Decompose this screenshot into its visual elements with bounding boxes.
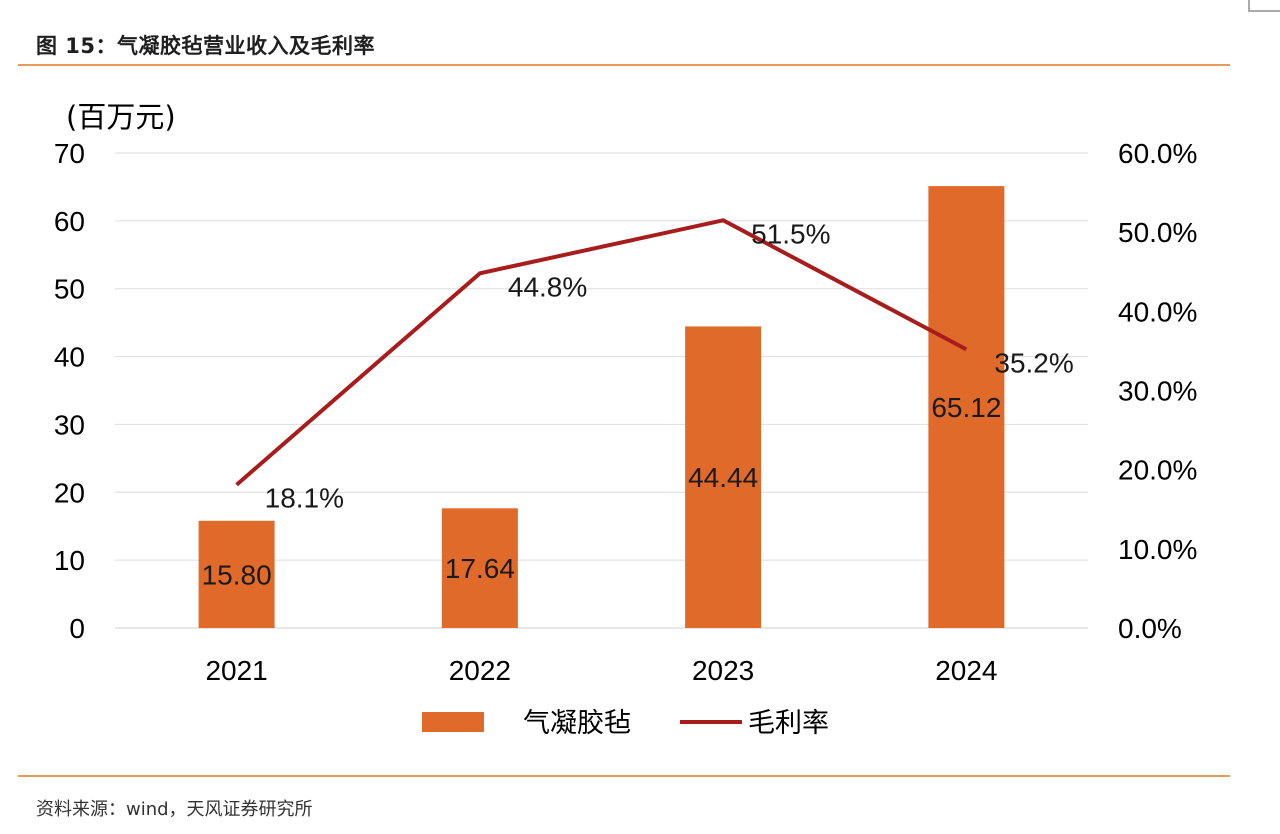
- bar: [928, 186, 1005, 628]
- y2-tick-label: 30.0%: [1118, 376, 1197, 407]
- x-axis: 2021 2022 2023 2024: [205, 655, 997, 686]
- line-value-label: 51.5%: [751, 218, 830, 249]
- x-tick-label: 2023: [692, 655, 754, 686]
- figure-title: 图 15：气凝胶毡营业收入及毛利率: [36, 34, 376, 58]
- bar-value-label: 15.80: [202, 559, 272, 590]
- bar-series: [198, 186, 1005, 628]
- bar: [685, 326, 762, 628]
- y2-tick-label: 0.0%: [1118, 613, 1182, 644]
- legend: 气凝胶毡 毛利率: [422, 708, 829, 739]
- line-value-label: 44.8%: [508, 271, 587, 302]
- line-value-label: 35.2%: [994, 347, 1073, 378]
- bar-value-label: 17.64: [445, 553, 515, 584]
- x-tick-label: 2022: [449, 655, 511, 686]
- y2-tick-label: 60.0%: [1118, 138, 1197, 169]
- line-value-label: 18.1%: [265, 483, 344, 514]
- y-tick-label: 10: [54, 545, 85, 576]
- source-note: 资料来源：wind，天风证券研究所: [36, 799, 313, 820]
- y-tick-label: 30: [54, 409, 85, 440]
- y-axis-left: 0 10 20 30 40 50 60 70 (百万元): [54, 100, 176, 644]
- y2-tick-label: 20.0%: [1118, 455, 1197, 486]
- bar-value-label: 65.12: [931, 392, 1001, 423]
- source-divider: [18, 775, 1230, 777]
- gridlines: [115, 152, 1088, 629]
- y-axis-unit-label: (百万元): [66, 100, 176, 134]
- y2-tick-label: 10.0%: [1118, 534, 1197, 565]
- line-series: [235, 218, 968, 487]
- legend-swatch-bar: [422, 712, 484, 732]
- y-tick-label: 0: [69, 613, 85, 644]
- line-path: [235, 218, 968, 487]
- bar: [198, 520, 275, 628]
- y-tick-label: 40: [54, 342, 85, 373]
- x-tick-label: 2021: [205, 655, 267, 686]
- y-tick-label: 70: [54, 138, 85, 169]
- corner-mark: [1248, 0, 1280, 12]
- bar-value-label: 44.44: [688, 462, 758, 493]
- y-tick-label: 50: [54, 274, 85, 305]
- legend-label-bar: 气凝胶毡: [523, 708, 631, 739]
- y2-tick-label: 50.0%: [1118, 217, 1197, 248]
- data-labels: 15.80 17.64 44.44 65.12 18.1% 44.8% 51.5% 35.2%: [202, 218, 1074, 590]
- x-tick-label: 2024: [935, 655, 997, 686]
- y-tick-label: 60: [54, 206, 85, 237]
- legend-label-line: 毛利率: [748, 708, 829, 739]
- bar: [441, 508, 518, 628]
- title-divider: [18, 64, 1230, 66]
- y-tick-label: 20: [54, 477, 85, 508]
- y2-tick-label: 40.0%: [1118, 296, 1197, 327]
- y-axis-right: 0.0% 10.0% 20.0% 30.0% 40.0% 50.0% 60.0%: [1118, 138, 1197, 644]
